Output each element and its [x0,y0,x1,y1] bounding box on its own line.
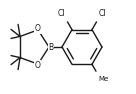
Text: O: O [35,24,41,33]
Text: Cl: Cl [58,9,65,18]
Text: Me: Me [98,76,109,82]
Text: B: B [48,42,54,52]
Text: Cl: Cl [99,9,106,18]
Text: O: O [35,61,41,70]
